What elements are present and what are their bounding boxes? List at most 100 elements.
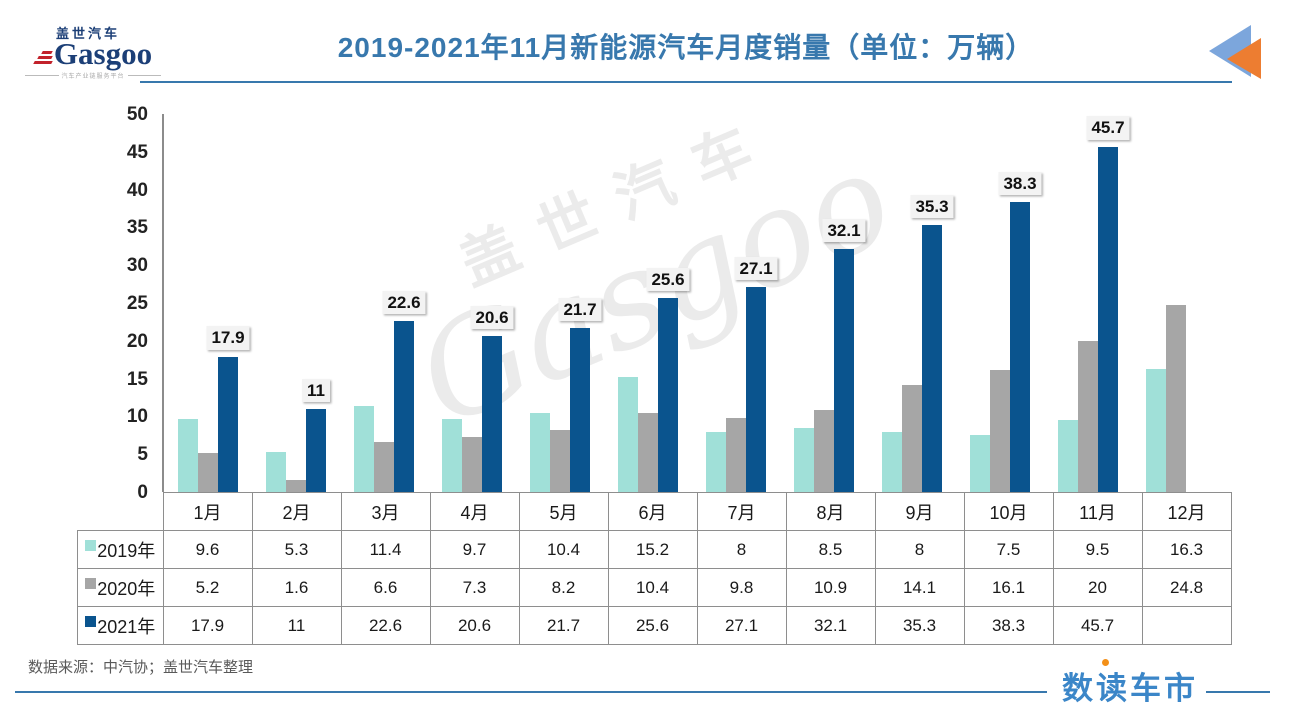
month-header-cell: 8月 xyxy=(785,492,876,531)
bar-2021年-2月 xyxy=(306,408,326,492)
data-label-2021年-10月: 38.3 xyxy=(998,172,1042,196)
category-group-6月: 25.6 xyxy=(604,114,692,492)
value-cell-2020年-6月: 10.4 xyxy=(607,568,698,607)
series-name: 2021年 xyxy=(97,616,156,637)
data-label-2021年-3月: 22.6 xyxy=(382,290,426,315)
value-cell-2020年-5月: 8.2 xyxy=(518,568,609,607)
value-cell-2020年-2月: 1.6 xyxy=(251,568,342,607)
y-axis-label: 50 xyxy=(126,104,148,125)
bar-2019年-6月 xyxy=(618,377,638,492)
value-cell-2020年-4月: 7.3 xyxy=(429,568,520,607)
shuducheshi-text: 数读车市 xyxy=(1062,671,1198,706)
bar-2019年-4月 xyxy=(442,418,462,492)
data-label-2021年-9月: 35.3 xyxy=(910,194,954,219)
value-cell-2020年-1月: 5.2 xyxy=(162,568,253,607)
category-group-12月 xyxy=(1132,114,1220,492)
value-cell-2019年-3月: 11.4 xyxy=(340,530,431,569)
gasgoo-logo: 盖世汽车 Gasgoo 汽车产业链服务平台 xyxy=(22,27,164,80)
bar-2020年-3月 xyxy=(374,442,394,492)
bar-chart-plot-area: 17.9 11 22.6 20.6 21.7 25.6 27.1 32.1 35.3 38.3 45… xyxy=(162,114,1220,492)
value-cell-2021年-4月: 20.6 xyxy=(429,606,520,645)
footer-rule-right xyxy=(1206,691,1270,693)
category-group-4月: 20.6 xyxy=(428,114,516,492)
category-group-11月: 45.7 xyxy=(1044,114,1132,492)
value-cell-2021年-2月: 11 xyxy=(251,606,342,645)
bar-2020年-9月 xyxy=(902,385,922,492)
value-cell-2021年-1月: 17.9 xyxy=(162,606,253,645)
bar-2020年-8月 xyxy=(814,409,834,492)
bar-2020年-5月 xyxy=(550,430,570,492)
y-axis-label: 45 xyxy=(126,141,148,163)
value-cell-2020年-12月: 24.8 xyxy=(1141,568,1232,607)
month-header-cell: 3月 xyxy=(340,492,431,531)
series-label-cell: 2020年 xyxy=(77,568,164,607)
series-row-2021年: 2021年 17.9 11 22.6 20.6 21.7 25.6 27.1 32.1 35.3 3… xyxy=(77,606,1232,645)
title-underline xyxy=(140,81,1232,83)
category-group-10月: 38.3 xyxy=(956,114,1044,492)
data-label-2021年-1月: 17.9 xyxy=(206,326,250,350)
series-label-cell: 2019年 xyxy=(77,530,164,569)
value-cell-2021年-7月: 27.1 xyxy=(696,606,787,645)
y-axis: 0 5 10 15 20 25 30 35 40 45 50 xyxy=(90,105,148,502)
y-axis-label: 35 xyxy=(126,217,148,239)
footer-rule-left xyxy=(15,691,1047,693)
category-group-1月: 17.9 xyxy=(164,114,252,492)
page-title: 2019-2021年11月新能源汽车月度销量（单位：万辆） xyxy=(337,32,1035,63)
value-cell-2021年-3月: 22.6 xyxy=(340,606,431,645)
bar-2021年-3月 xyxy=(394,321,414,492)
category-group-7月: 27.1 xyxy=(692,114,780,492)
gasgoo-logo-cn-text: 盖世汽车 xyxy=(56,26,121,41)
data-label-2021年-11月: 45.7 xyxy=(1086,116,1130,140)
bar-2019年-7月 xyxy=(706,431,726,492)
series-row-2019年: 2019年 9.6 5.3 11.4 9.7 10.4 15.2 8 8.5 8 7.5 9.5 16.… xyxy=(77,530,1232,569)
month-header-row: 1月 2月 3月 4月 5月 6月 7月 8月 9月 10月 11月 12月 xyxy=(78,492,1232,531)
category-group-2月: 11 xyxy=(252,114,340,492)
data-label-2021年-6月: 25.6 xyxy=(646,268,690,292)
category-group-5月: 21.7 xyxy=(516,114,604,492)
bar-2020年-2月 xyxy=(286,479,306,492)
tagline-text: 汽车产业链服务平台 xyxy=(61,74,125,81)
value-cell-2019年-12月: 16.3 xyxy=(1141,530,1232,569)
bar-2021年-6月 xyxy=(658,298,678,492)
category-group-8月: 32.1 xyxy=(780,114,868,492)
bar-2020年-7月 xyxy=(726,417,746,492)
y-axis-label: 10 xyxy=(126,406,148,428)
y-axis-label: 30 xyxy=(126,255,148,277)
gasgoo-red-stripes-icon xyxy=(33,49,53,65)
month-header-cell: 9月 xyxy=(874,492,965,531)
y-axis-label: 20 xyxy=(126,330,148,352)
value-cell-2019年-2月: 5.3 xyxy=(251,530,342,569)
month-header-cell: 7月 xyxy=(696,492,787,531)
category-group-3月: 22.6 xyxy=(340,114,428,492)
value-cell-2020年-8月: 10.9 xyxy=(785,568,876,607)
logo-orange-dot-icon xyxy=(1102,659,1109,666)
value-cell-2019年-4月: 9.7 xyxy=(429,530,520,569)
month-header-cell: 12月 xyxy=(1141,492,1232,531)
data-label-2021年-4月: 20.6 xyxy=(470,306,514,330)
value-cell-2021年-12月 xyxy=(1141,606,1232,645)
legend-swatch-2021年 xyxy=(85,615,97,627)
bar-2021年-5月 xyxy=(570,327,590,492)
bar-2019年-12月 xyxy=(1146,368,1166,492)
value-cell-2020年-7月: 9.8 xyxy=(696,568,787,607)
series-row-2020年: 2020年 5.2 1.6 6.6 7.3 8.2 10.4 9.8 10.9 14.1 16.1 2… xyxy=(77,568,1232,607)
value-cell-2021年-10月: 38.3 xyxy=(963,606,1054,645)
bar-2020年-1月 xyxy=(198,452,218,492)
category-group-9月: 35.3 xyxy=(868,114,956,492)
value-cell-2020年-9月: 14.1 xyxy=(874,568,965,607)
value-cell-2019年-1月: 9.6 xyxy=(162,530,253,569)
y-axis-label: 5 xyxy=(137,444,148,466)
month-header-cell: 11月 xyxy=(1052,492,1143,531)
bar-2020年-11月 xyxy=(1078,340,1098,492)
y-axis-label: 0 xyxy=(137,482,148,503)
value-cell-2020年-3月: 6.6 xyxy=(340,568,431,607)
double-arrow-left-icon xyxy=(1209,25,1261,79)
bar-2021年-10月 xyxy=(1010,202,1030,492)
legend-swatch-2020年 xyxy=(85,577,97,589)
table-corner-cell xyxy=(78,493,164,531)
value-cell-2020年-11月: 20 xyxy=(1052,568,1143,607)
value-cell-2019年-7月: 8 xyxy=(696,530,787,569)
bar-2019年-9月 xyxy=(882,431,902,492)
chart-data-table: 1月 2月 3月 4月 5月 6月 7月 8月 9月 10月 11月 12月 2019年 9.6 5.3 11… xyxy=(77,492,1232,645)
bar-2021年-11月 xyxy=(1098,146,1118,492)
